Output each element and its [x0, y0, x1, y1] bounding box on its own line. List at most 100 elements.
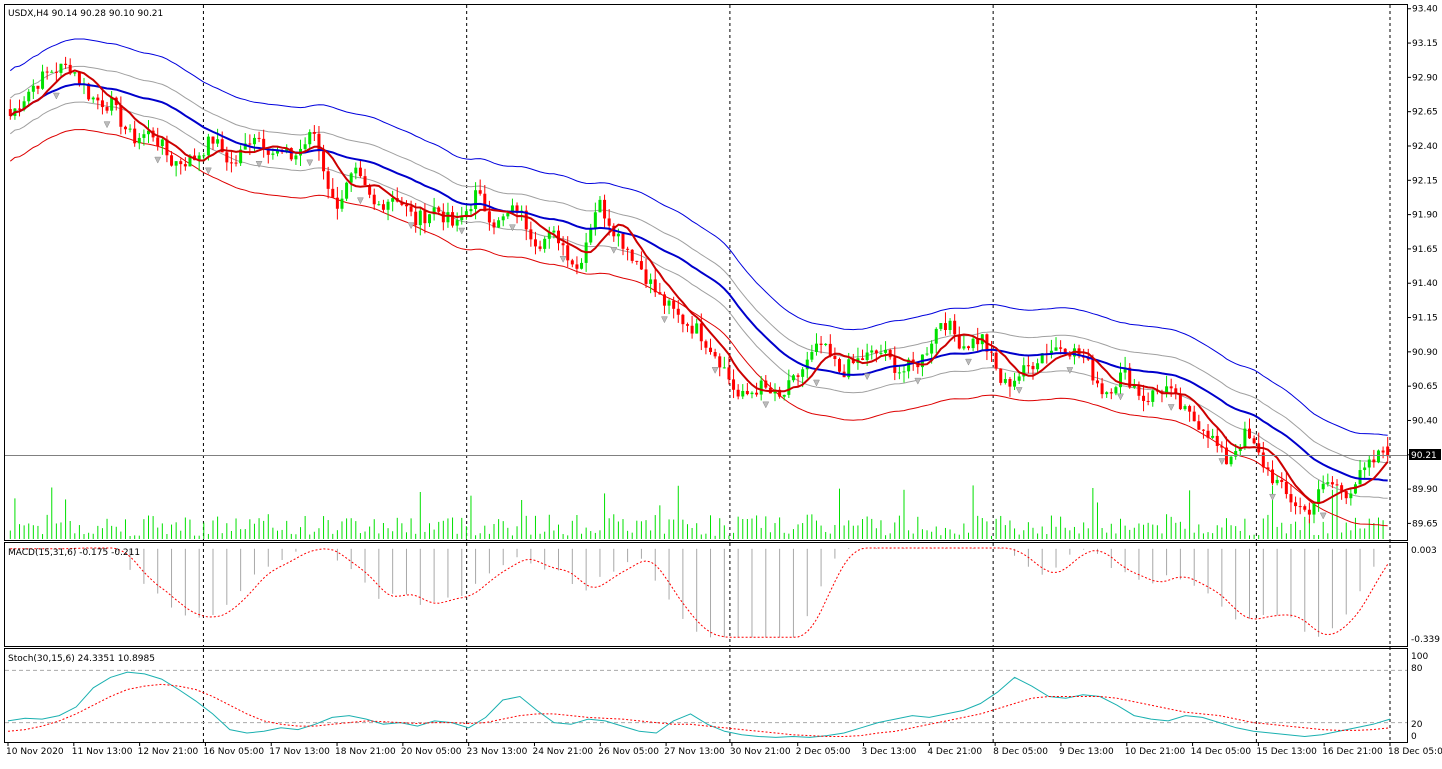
period-separators: [202, 5, 1391, 742]
candle-body: [335, 197, 339, 209]
candle-body: [96, 97, 100, 101]
candle-body: [271, 153, 275, 155]
candle-body: [897, 372, 901, 374]
fractal-arrow: [255, 161, 263, 168]
candle-body: [732, 379, 736, 390]
price-tick-label: 91.65: [1412, 245, 1438, 255]
candle-body: [197, 155, 201, 161]
candle-body: [68, 64, 72, 74]
candle-body: [543, 238, 547, 249]
time-tick-label: 9 Dec 13:00: [1059, 747, 1114, 757]
candle-body: [814, 343, 818, 353]
candle-body: [160, 139, 164, 147]
candle-body: [1326, 482, 1330, 484]
candle-body: [262, 138, 266, 150]
candle-body: [570, 260, 574, 265]
candle-body: [87, 83, 91, 100]
candle-body: [174, 161, 178, 166]
candle-body: [252, 137, 256, 145]
current-price-label: 90.21: [1411, 451, 1437, 461]
fractal-arrow: [357, 197, 364, 205]
candle-body: [225, 152, 229, 163]
candle-body: [464, 211, 468, 218]
candle-body: [229, 162, 233, 164]
candle-body: [874, 350, 878, 354]
candle-body: [1266, 467, 1270, 470]
candle-body: [630, 249, 634, 261]
candle-body: [1026, 365, 1030, 367]
candle-body: [1243, 428, 1247, 448]
candle-body: [580, 262, 584, 269]
candle-body: [1261, 452, 1265, 468]
candle-body: [441, 211, 445, 223]
candle-body: [1298, 506, 1302, 508]
candle-body: [593, 212, 597, 229]
candle-body: [791, 375, 795, 381]
fractal-arrow: [661, 316, 668, 324]
candle-body: [478, 190, 482, 194]
time-tick-label: 23 Nov 13:00: [467, 747, 528, 757]
ma-fast-line: [9, 69, 1389, 505]
candle-body: [492, 222, 496, 228]
time-tick-label: 3 Dec 13:00: [862, 747, 917, 757]
candle-body: [418, 210, 422, 226]
candle-body: [658, 292, 662, 295]
candle-body: [1247, 428, 1251, 439]
candle-body: [340, 198, 344, 209]
candle-body: [377, 204, 381, 206]
candle-body: [474, 190, 478, 210]
fractal-arrow: [1269, 493, 1276, 501]
candle-body: [1137, 385, 1141, 396]
candle-body: [819, 343, 823, 345]
time-tick-label: 27 Nov 13:00: [664, 747, 725, 757]
candle-body: [589, 228, 593, 243]
candle-body: [437, 207, 441, 212]
candle-body: [865, 352, 869, 360]
candle-body: [1109, 392, 1113, 394]
candle-body: [759, 380, 763, 395]
candle-body: [966, 346, 970, 349]
fractal-arrow: [1167, 404, 1175, 412]
candle-body: [308, 132, 312, 145]
candle-body: [902, 371, 906, 373]
candle-body: [1344, 491, 1348, 499]
candle-body: [147, 130, 151, 135]
candle-body: [285, 148, 289, 153]
current-price-tag: [1409, 449, 1441, 460]
price-tick-label: 92.40: [1412, 142, 1438, 152]
time-tick-label: 30 Nov 21:00: [730, 747, 791, 757]
candle-body: [409, 206, 413, 212]
fractal-arrow: [103, 121, 111, 129]
candle-body: [1229, 456, 1233, 465]
candle-body: [1183, 406, 1187, 410]
candle-body: [1234, 450, 1238, 457]
candle-body: [322, 151, 326, 172]
candle-body: [649, 279, 653, 284]
candle-body: [1146, 400, 1150, 402]
candle-body: [1188, 406, 1192, 412]
stoch-panel: [4, 648, 1408, 743]
candle-body: [718, 356, 722, 368]
candle-body: [939, 323, 943, 329]
candle-body: [386, 201, 390, 210]
candle-body: [156, 137, 160, 147]
candle-body: [575, 264, 579, 269]
candle-body: [349, 173, 353, 183]
candle-body: [529, 229, 533, 240]
candle-body: [77, 72, 81, 84]
candle-body: [18, 108, 22, 110]
fractal-arrow: [914, 377, 922, 385]
stoch-label: Stoch(30,15,6) 24.3351 10.8985: [8, 654, 155, 664]
candle-body: [524, 210, 528, 230]
candle-body: [1372, 459, 1376, 463]
candle-body: [312, 132, 316, 134]
candle-body: [685, 324, 689, 326]
macd-signal-line: [10, 547, 1389, 638]
candle-body: [911, 359, 915, 362]
candle-body: [41, 71, 45, 89]
candle-body: [838, 359, 842, 372]
candle-body: [1353, 484, 1357, 494]
time-tick-label: 16 Nov 05:00: [203, 747, 264, 757]
candle-body: [639, 261, 643, 270]
